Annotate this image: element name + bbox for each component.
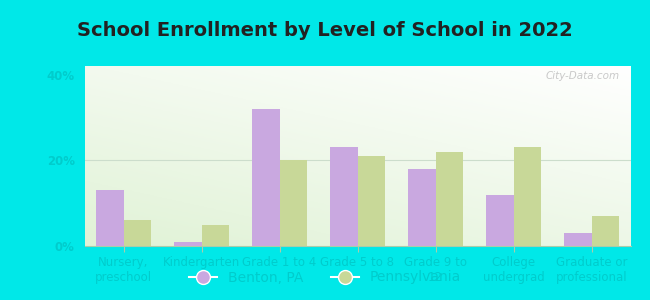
Text: School Enrollment by Level of School in 2022: School Enrollment by Level of School in …: [77, 21, 573, 40]
Bar: [96, 190, 124, 246]
Bar: [252, 109, 280, 246]
Bar: [436, 152, 463, 246]
Bar: [358, 156, 385, 246]
Bar: [124, 220, 151, 246]
Bar: [330, 147, 358, 246]
Bar: [408, 169, 436, 246]
Legend: Benton, PA, Pennsylvania: Benton, PA, Pennsylvania: [183, 265, 467, 290]
Bar: [174, 242, 202, 246]
Bar: [280, 160, 307, 246]
Text: City-Data.com: City-Data.com: [545, 71, 619, 81]
Bar: [486, 195, 514, 246]
Bar: [202, 225, 229, 246]
Bar: [592, 216, 619, 246]
Bar: [514, 147, 541, 246]
Bar: [564, 233, 592, 246]
